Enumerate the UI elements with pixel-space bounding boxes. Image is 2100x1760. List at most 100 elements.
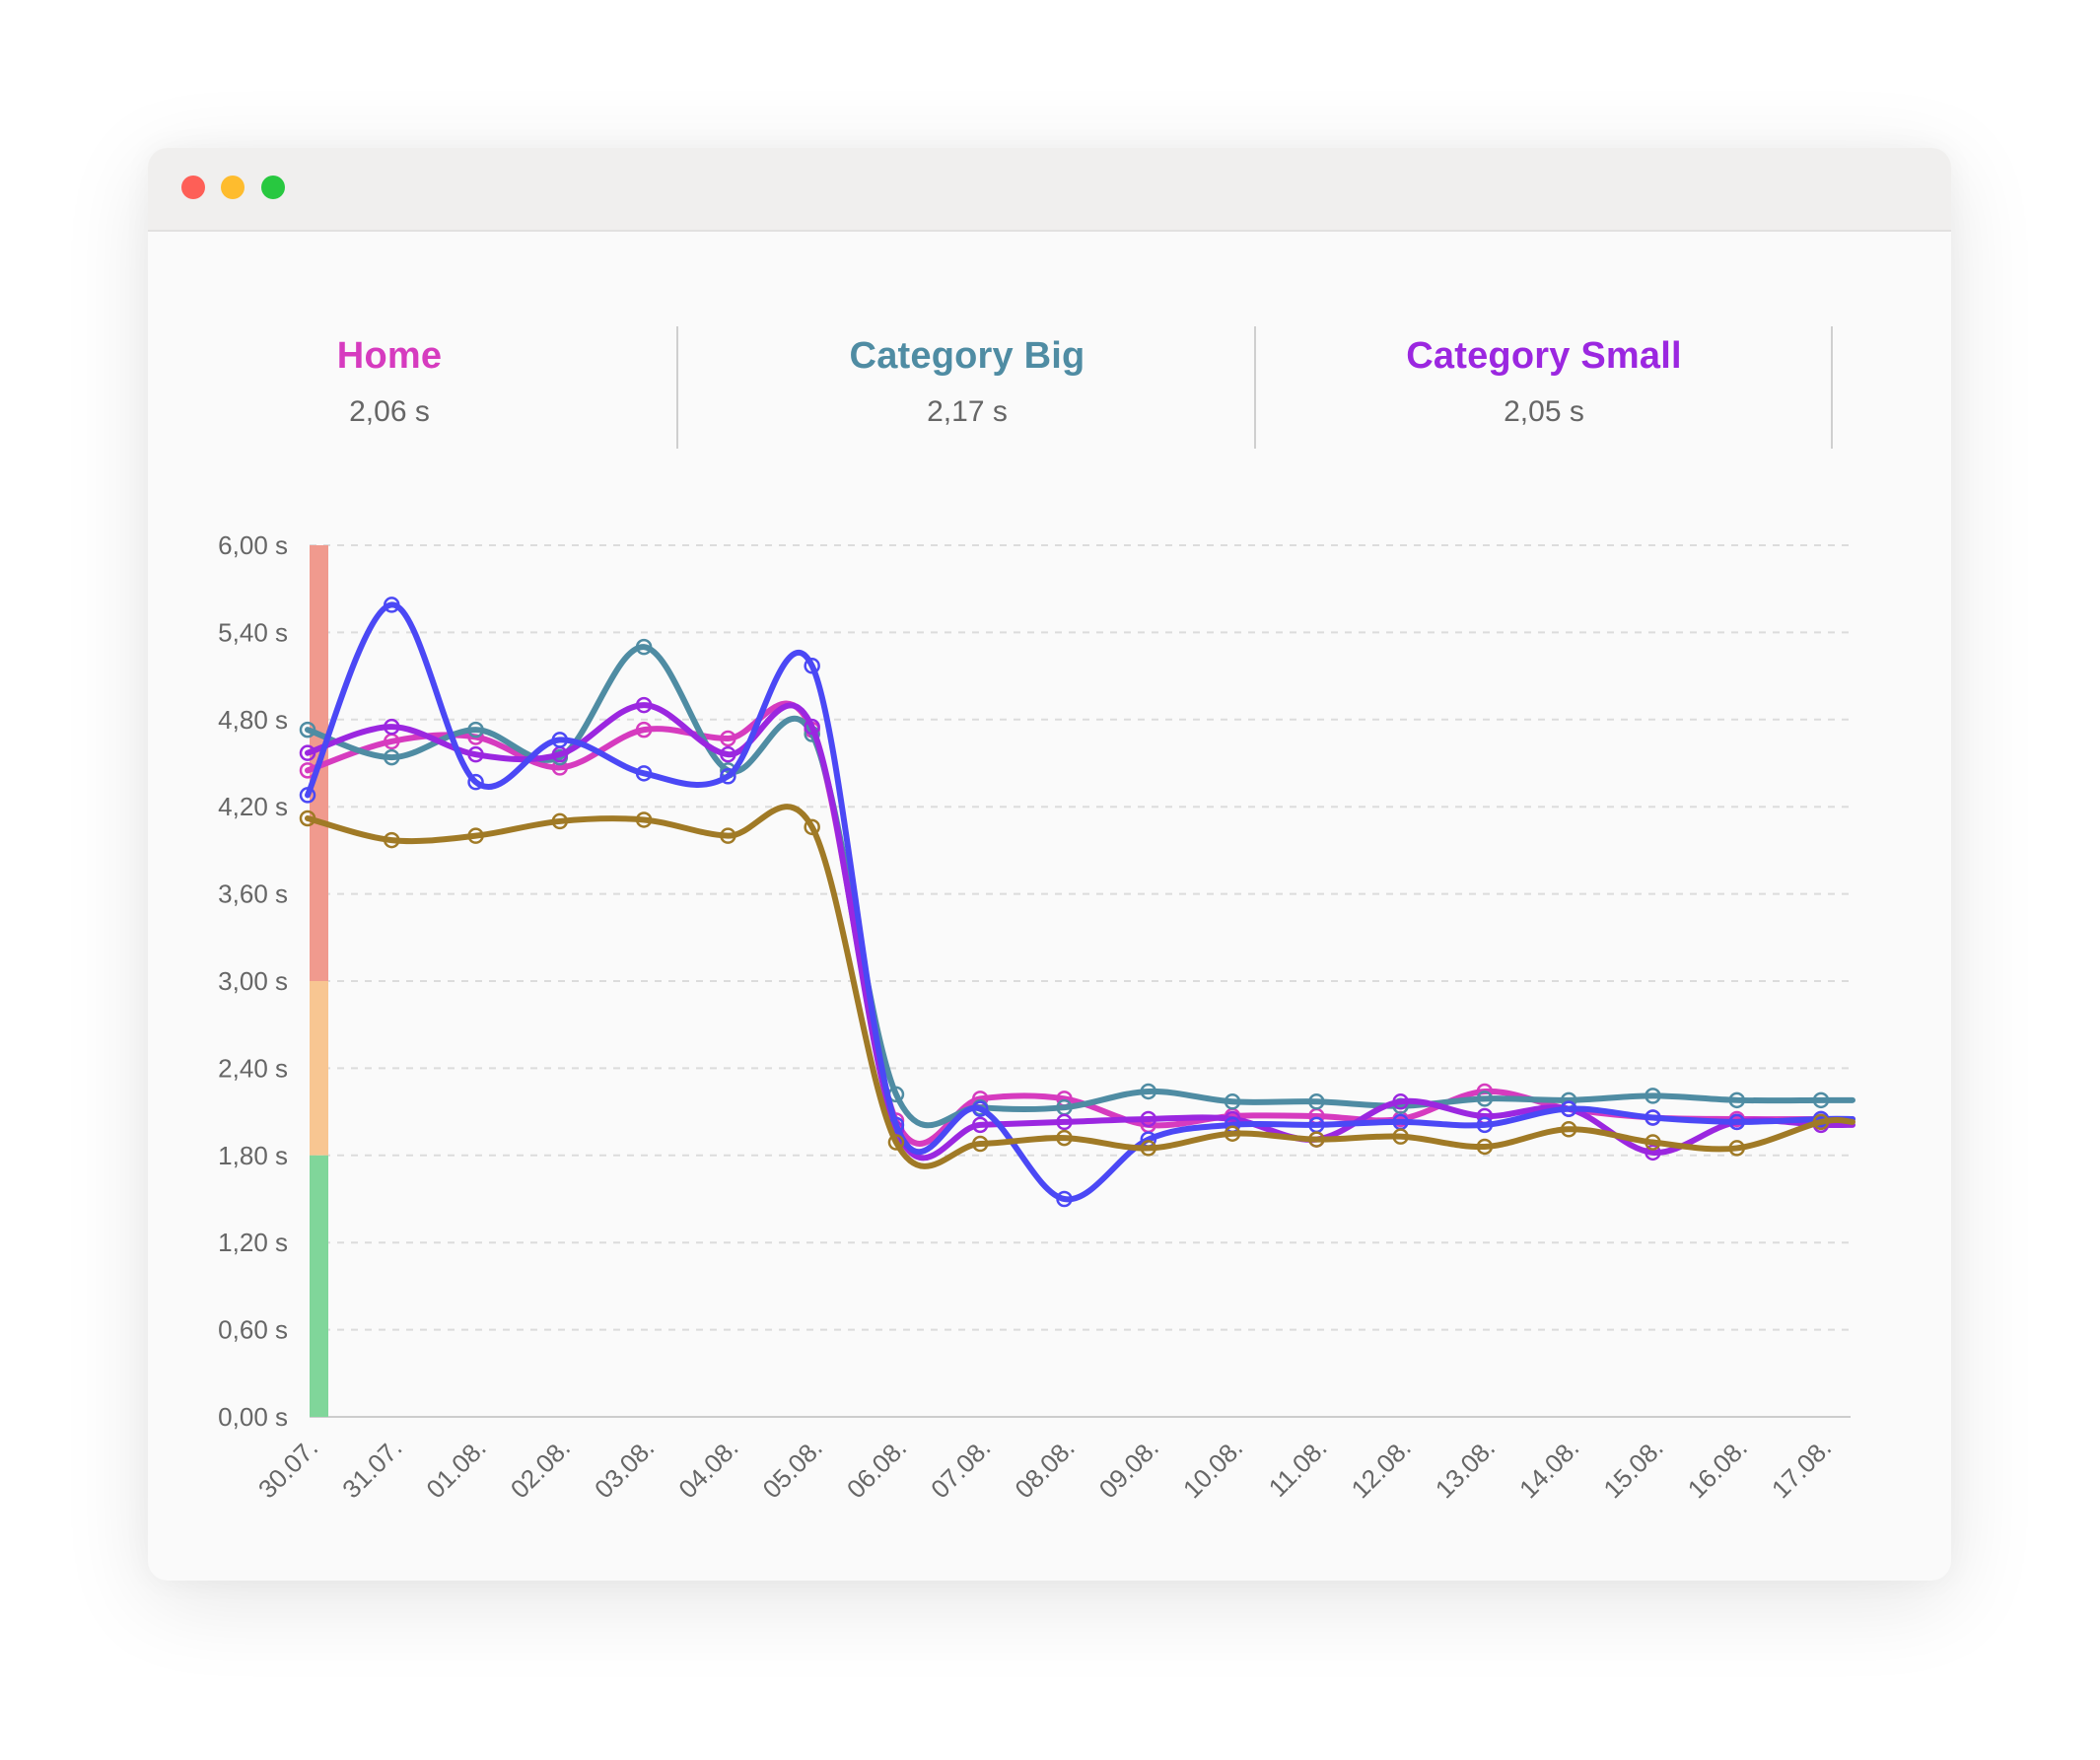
y-tick-label: 0,60 s [218, 1315, 288, 1345]
y-tick-label: 1,20 s [218, 1228, 288, 1257]
series-line [305, 601, 1855, 1203]
x-tick-label: 11.08. [1263, 1433, 1333, 1503]
data-point [1645, 1088, 1661, 1104]
series-line [305, 644, 1855, 1129]
data-point [299, 787, 316, 804]
summary-value: 2,17 s [927, 395, 1008, 428]
data-point [804, 818, 820, 836]
data-point [1728, 1140, 1745, 1157]
data-point [384, 718, 400, 736]
data-point [804, 718, 820, 736]
data-point [299, 721, 316, 739]
series-home [299, 700, 1855, 1147]
data-point [1056, 1113, 1073, 1131]
data-point [1728, 1113, 1745, 1131]
x-tick-label: 03.08. [589, 1433, 660, 1504]
y-tick-label: 5,40 s [218, 617, 288, 647]
data-point [1224, 1093, 1241, 1110]
x-tick-label: 08.08. [1009, 1433, 1080, 1504]
y-tick-label: 0,00 s [218, 1402, 288, 1432]
x-tick-label: 04.08. [672, 1433, 743, 1504]
data-point [299, 810, 316, 827]
data-point [635, 811, 653, 828]
x-tick-label: 31.07. [336, 1433, 407, 1504]
data-point [551, 812, 569, 830]
series-category-big [299, 638, 1855, 1129]
data-point [1308, 1093, 1325, 1110]
data-point [1056, 1190, 1073, 1208]
threshold-band [310, 981, 328, 1156]
x-tick-label: 16.08. [1682, 1433, 1753, 1504]
data-point [635, 765, 653, 782]
x-tick-label: 09.08. [1093, 1433, 1164, 1504]
data-point [1476, 1138, 1494, 1156]
summary-value: 2,05 s [1504, 395, 1584, 428]
data-point [299, 744, 316, 761]
divider [676, 326, 678, 449]
divider [1831, 326, 1833, 449]
data-point [720, 768, 736, 785]
data-point [467, 721, 484, 739]
data-point [467, 773, 484, 791]
y-tick-label: 2,40 s [218, 1053, 288, 1083]
data-point [1140, 1110, 1157, 1128]
y-tick-label: 4,20 s [218, 792, 288, 821]
summary-title: Category Big [849, 335, 1085, 377]
summary-home: Home 2,06 s [148, 335, 675, 429]
y-tick-label: 6,00 s [218, 530, 288, 560]
title-bar [148, 148, 1951, 232]
x-tick-label: 15.08. [1597, 1433, 1668, 1504]
data-point [1140, 1083, 1157, 1100]
data-point [1812, 1091, 1830, 1109]
summary-title: Home [336, 335, 443, 377]
data-point [384, 748, 400, 766]
y-tick-label: 3,60 s [218, 880, 288, 909]
data-point [1645, 1109, 1661, 1126]
data-point [467, 745, 484, 763]
x-tick-label: 14.08. [1513, 1433, 1584, 1504]
series-line [305, 804, 1855, 1169]
data-point [551, 732, 569, 748]
divider [1254, 326, 1256, 449]
browser-window: Home 2,06 s Category Big 2,17 s Category… [148, 148, 1951, 1581]
y-tick-label: 3,00 s [218, 966, 288, 996]
series-category-small [299, 696, 1855, 1162]
data-point [971, 1135, 989, 1153]
summary-title: Category Small [1406, 335, 1682, 377]
data-point [1308, 1131, 1325, 1148]
data-point [887, 1134, 905, 1151]
x-tick-label: 10.08. [1177, 1433, 1248, 1504]
data-point [1476, 1091, 1494, 1107]
data-point [467, 827, 484, 844]
series-line [305, 702, 1855, 1162]
x-tick-label: 13.08. [1430, 1433, 1501, 1504]
data-point [804, 658, 820, 674]
data-point [971, 1100, 989, 1117]
summary-value: 2,06 s [349, 395, 430, 428]
data-point [1140, 1140, 1157, 1157]
x-tick-label: 17.08. [1766, 1433, 1837, 1504]
data-point [1560, 1100, 1577, 1117]
series-unnamed-3 [299, 597, 1855, 1208]
data-point [720, 730, 736, 747]
x-tick-label: 01.08. [420, 1433, 491, 1504]
data-point [384, 831, 400, 849]
x-tick-label: 07.08. [925, 1433, 996, 1504]
data-point [1224, 1125, 1241, 1142]
data-point [635, 638, 653, 656]
data-point [720, 827, 736, 844]
data-point [1560, 1121, 1577, 1138]
y-tick-label: 1,80 s [218, 1141, 288, 1170]
data-point [720, 745, 736, 763]
close-button[interactable] [181, 176, 205, 199]
series-line [305, 700, 1855, 1147]
minimize-button[interactable] [221, 176, 245, 199]
data-point [1728, 1091, 1745, 1109]
threshold-band [310, 1155, 328, 1417]
data-point [971, 1116, 989, 1134]
x-tick-label: 06.08. [841, 1433, 912, 1504]
summary-category-small: Category Small 2,05 s [1258, 335, 1830, 429]
maximize-button[interactable] [261, 176, 285, 199]
summary-category-big: Category Big 2,17 s [681, 335, 1253, 429]
